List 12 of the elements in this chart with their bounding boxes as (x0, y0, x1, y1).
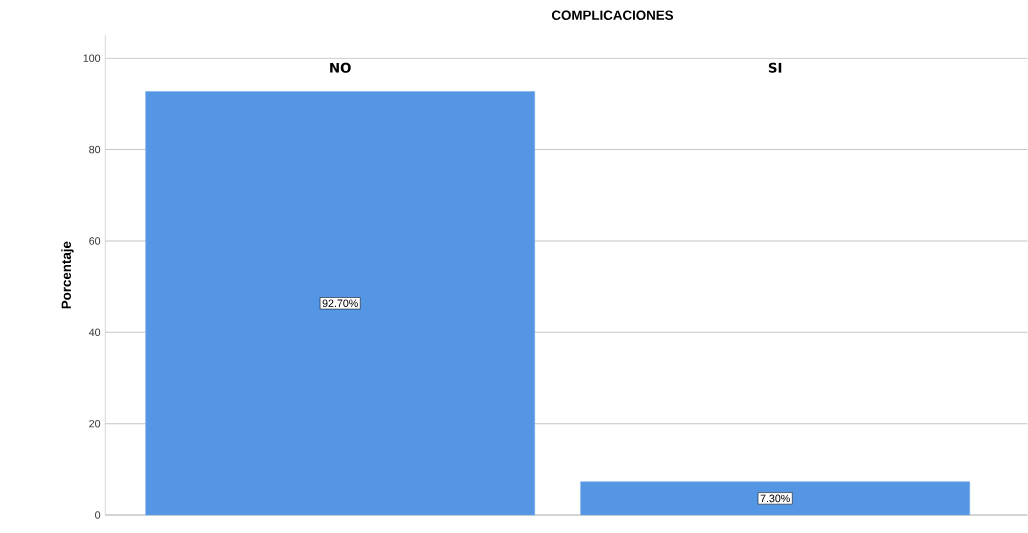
chart-title: COMPLICACIONES (551, 10, 674, 20)
y-tick-label: 80 (89, 145, 101, 154)
data-label: 7.30% (760, 494, 790, 503)
y-axis-title: Porcentaje (61, 241, 74, 309)
y-tick-label: 20 (89, 419, 101, 428)
data-label: 92.70% (322, 299, 358, 308)
y-tick-label: 40 (88, 328, 101, 337)
y-tick-label: 60 (89, 237, 101, 245)
y-tick-label: 0 (95, 511, 101, 519)
x-tick-label: NO (330, 62, 351, 73)
y-tick-label: 100 (83, 54, 101, 62)
x-tick-label: SI (768, 62, 782, 73)
